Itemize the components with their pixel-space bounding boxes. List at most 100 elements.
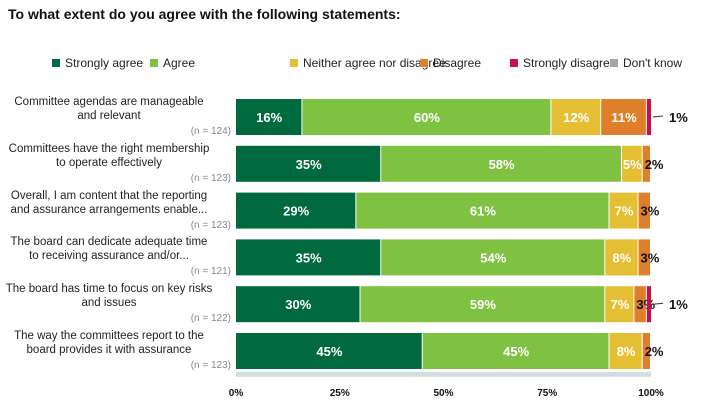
legend-swatch (510, 59, 518, 67)
category-label-line: Overall, I am content that the reporting (10, 189, 208, 202)
legend-label: Strongly disagree (523, 56, 617, 70)
data-label: 3% (641, 250, 660, 265)
bar-segment (236, 286, 360, 323)
bar-segment (236, 192, 356, 229)
category-label: Committee agendas are manageable and rele… (0, 95, 229, 123)
category-label-line: to operate effectively (56, 156, 162, 169)
chart-title: To what extent do you agree with the fol… (8, 6, 401, 22)
legend-label: Strongly agree (65, 56, 144, 70)
data-label: 1% (669, 110, 688, 125)
bar-segment (642, 145, 650, 182)
x-tick-label: 50% (433, 388, 453, 399)
category-label: The way the committees report to the boar… (0, 329, 229, 357)
category-label-line: Committee agendas are manageable (14, 96, 204, 108)
data-label: 59% (470, 297, 496, 312)
data-label: 7% (610, 297, 629, 312)
data-label: 7% (615, 204, 634, 219)
bar-segment (646, 99, 651, 135)
x-axis-bar (236, 371, 651, 377)
legend-label: Agree (163, 56, 196, 70)
bar-segment (381, 145, 621, 182)
bar-segment (422, 333, 609, 369)
bar-segment (551, 99, 601, 135)
bar-segment (601, 99, 646, 135)
category-label-line: The board has time to focus on key risks (5, 283, 213, 296)
data-label: 61% (470, 204, 496, 219)
bar-segment (236, 239, 381, 276)
category-label: The board can dedicate adequate time to r… (0, 235, 229, 263)
bar-segment (638, 192, 650, 229)
data-label: 1% (669, 297, 688, 312)
data-label: 29% (283, 204, 309, 219)
data-label: 58% (489, 157, 515, 172)
bar-segment (605, 286, 634, 323)
category-label: Overall, I am content that the reporting… (0, 189, 229, 217)
category-label-line: The board can dedicate adequate time (10, 236, 208, 249)
legend-item: Neither agree nor disagree (290, 56, 446, 70)
bar-segment (609, 192, 638, 229)
x-tick-label: 25% (330, 388, 350, 399)
data-label: 35% (296, 250, 322, 265)
data-label: 2% (645, 344, 664, 359)
data-label: 5% (623, 157, 642, 172)
category-label-line: The way the committees report to the (14, 330, 204, 342)
category-label: Committees have the right membership to o… (0, 142, 229, 170)
legend-item: Disagree (420, 56, 481, 70)
bar-segment (356, 192, 609, 229)
x-tick-label: 100% (638, 388, 664, 399)
x-tick-label: 75% (537, 388, 557, 399)
bar-segment (360, 286, 605, 323)
sample-size-label: (n = 123) (190, 219, 231, 231)
category-label-line: and issues (81, 297, 137, 310)
legend-label: Don't know (623, 56, 682, 70)
data-label: 54% (480, 250, 506, 265)
category-label-line: Committees have the right membership (8, 142, 210, 155)
data-label: 45% (503, 344, 529, 359)
category-label-line: and assurance arrangements enable... (10, 203, 208, 216)
sample-size-label: (n = 122) (190, 313, 231, 325)
legend-item: Strongly agree (52, 56, 143, 70)
legend-swatch (52, 59, 60, 67)
legend-item: Don't know (610, 56, 682, 70)
category-label-line: to receiving assurance and/or... (29, 250, 189, 263)
bar-segment (609, 333, 642, 369)
bar-segment (236, 99, 302, 135)
category-label: The board has time to focus on key risks… (0, 282, 229, 310)
bar-segment (634, 286, 646, 323)
legend-swatch (290, 59, 298, 67)
data-label: 16% (256, 110, 282, 125)
data-label: 12% (563, 110, 589, 125)
bar-segment (236, 145, 381, 182)
sample-size-label: (n = 123) (190, 172, 231, 184)
sample-size-label: (n = 123) (190, 360, 231, 371)
category-label-line: board provides it with assurance (26, 344, 192, 356)
bar-segment (236, 333, 422, 369)
legend-swatch (610, 59, 618, 67)
data-label: 11% (611, 110, 637, 125)
category-label-line: and relevant (77, 110, 141, 122)
leader-line (652, 302, 664, 305)
data-label: 8% (617, 344, 636, 359)
bar-segment (302, 99, 551, 135)
data-label: 60% (414, 110, 440, 125)
legend-label: Neither agree nor disagree (303, 56, 446, 70)
data-label: 45% (316, 344, 342, 359)
bar-segment (642, 333, 650, 369)
leader-line (652, 115, 664, 118)
legend-swatch (150, 59, 158, 67)
sample-size-label: (n = 121) (190, 266, 231, 278)
data-label: 35% (296, 157, 322, 172)
sample-size-label: (n = 124) (190, 126, 231, 137)
legend-item: Agree (150, 56, 195, 70)
bar-segment (621, 145, 642, 182)
x-tick-label: 0% (229, 388, 244, 399)
data-label: 2% (645, 157, 664, 172)
data-label: 8% (613, 250, 632, 265)
legend-item: Strongly disagree (510, 56, 616, 70)
bar-segment (381, 239, 605, 276)
data-label: 30% (285, 297, 311, 312)
legend-label: Disagree (433, 56, 482, 70)
bar-segment (638, 239, 650, 276)
data-label: 3% (641, 204, 660, 219)
